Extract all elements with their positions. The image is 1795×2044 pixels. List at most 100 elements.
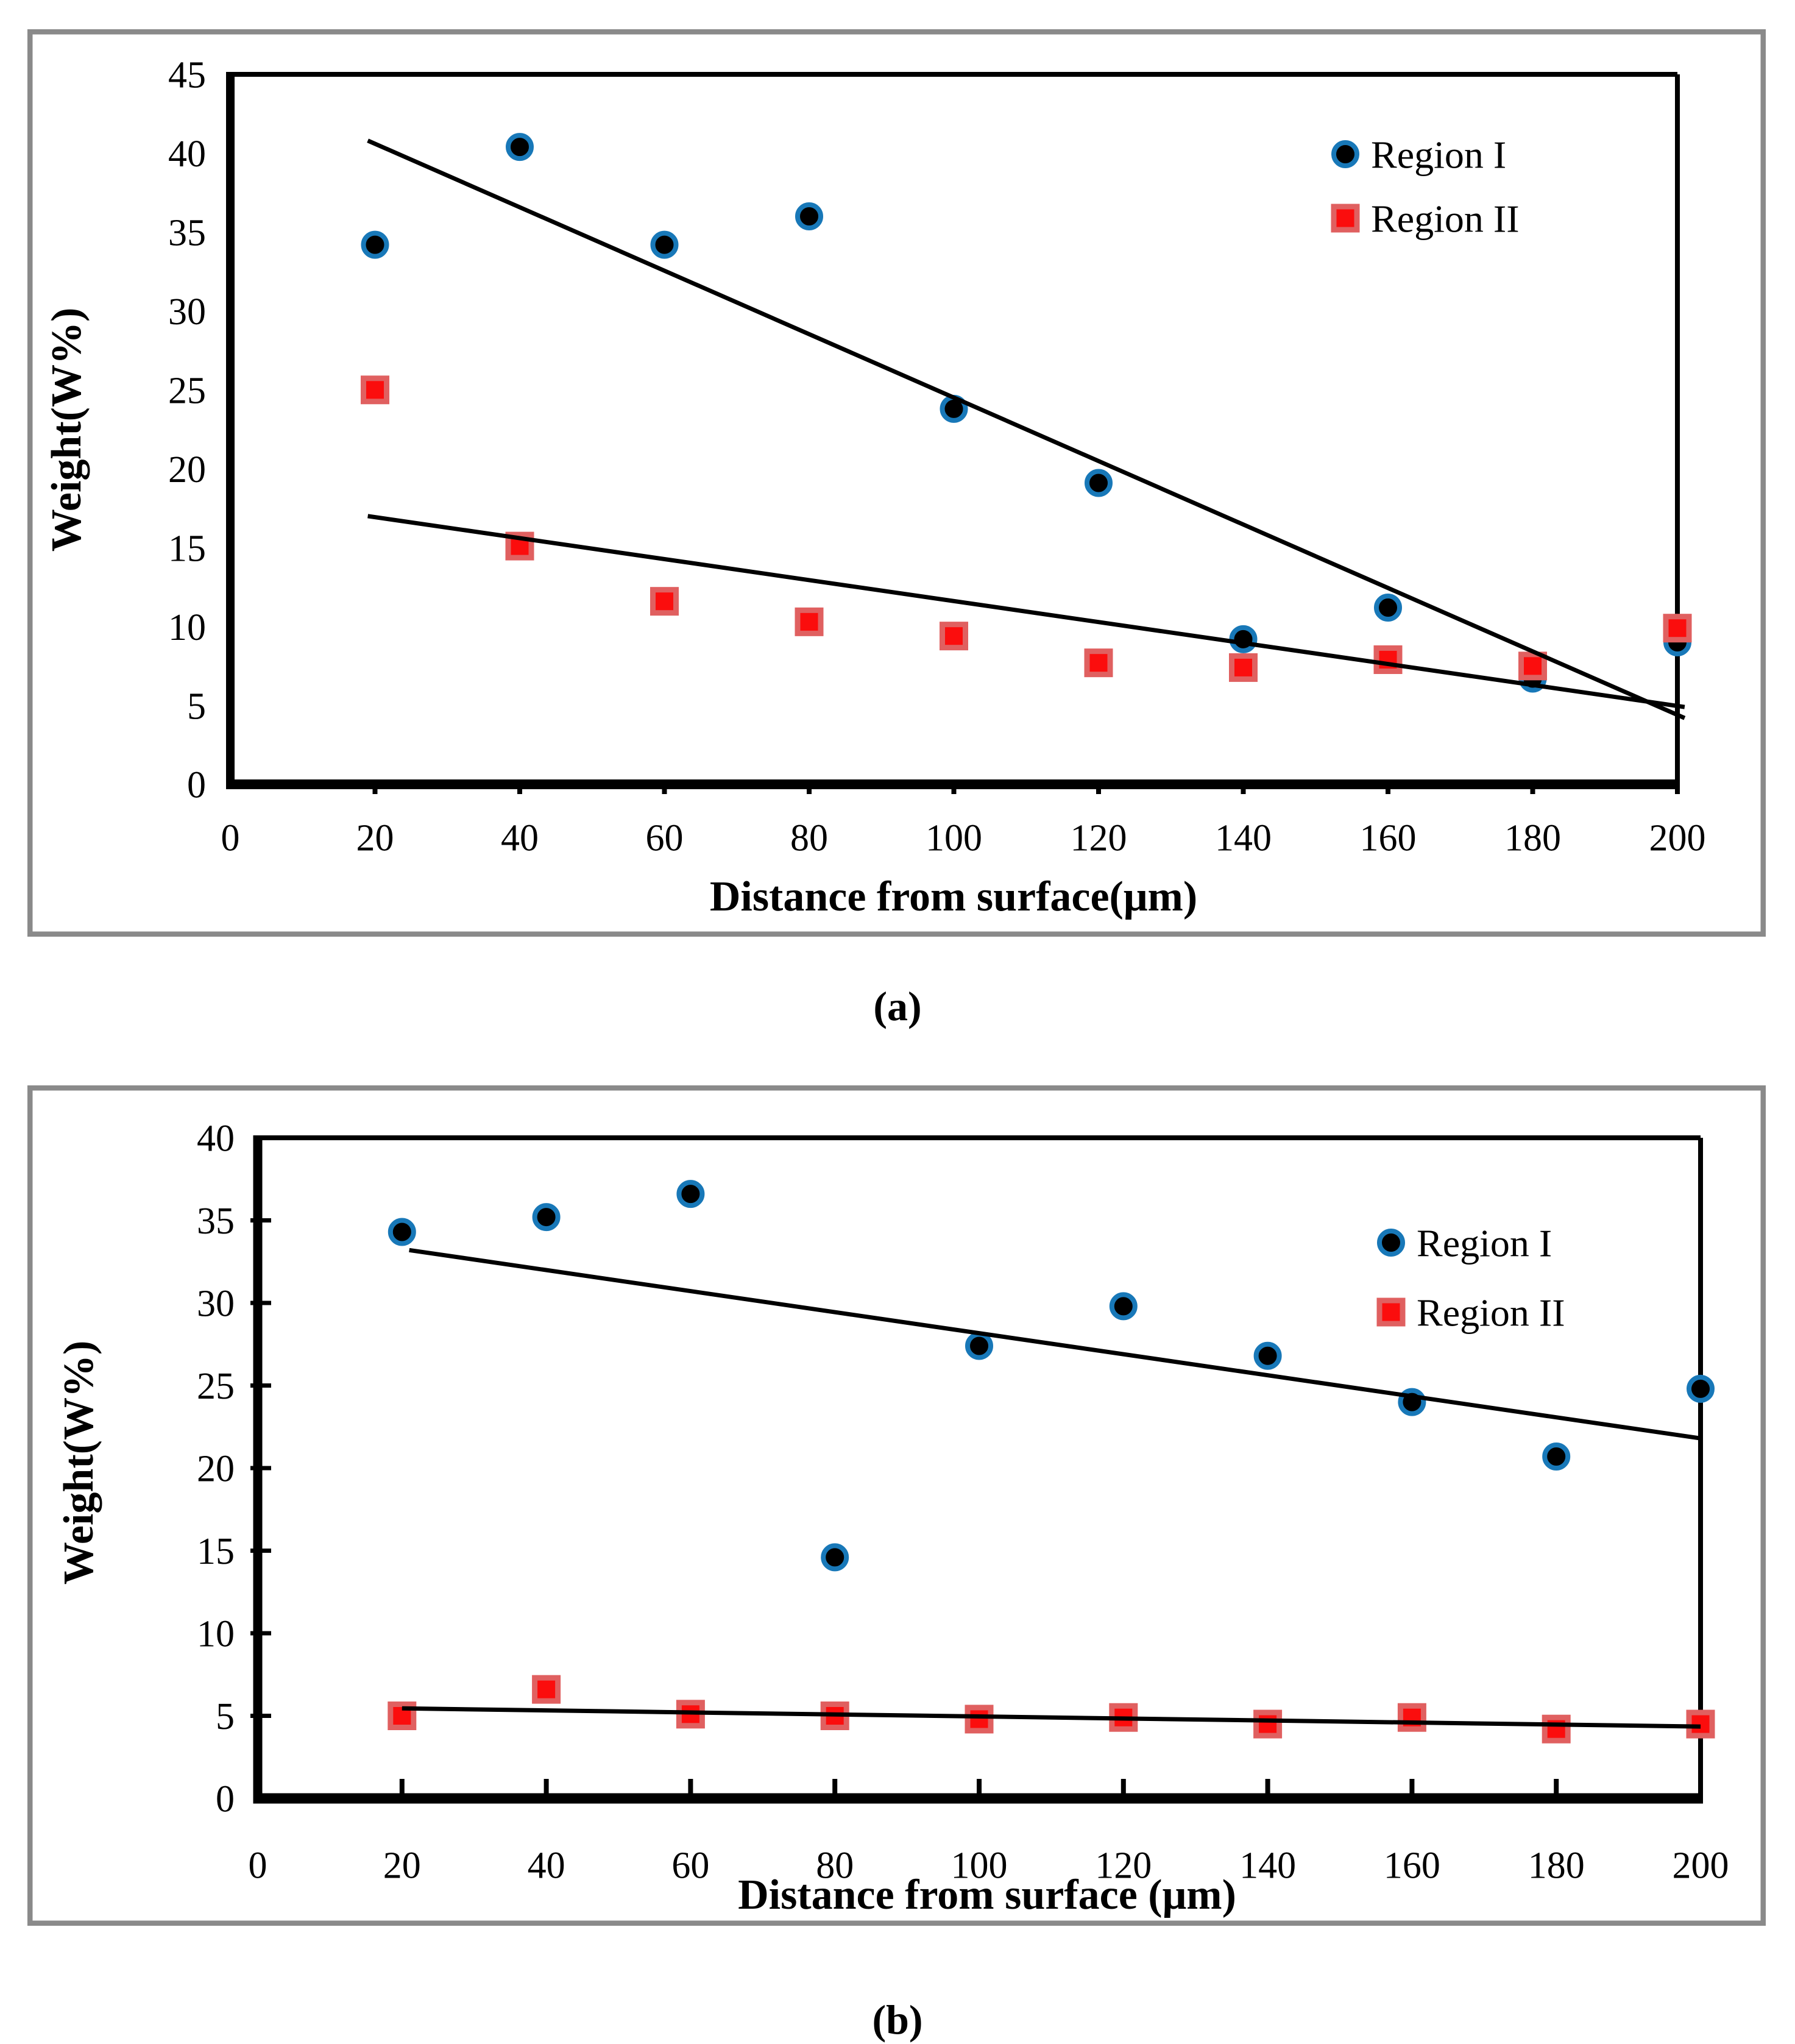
- legend-region1-marker-icon: [1331, 140, 1359, 168]
- y-tick-label-b: 10: [197, 1614, 235, 1655]
- legend-region1-marker-icon: [1377, 1229, 1405, 1257]
- x-tick-label-b: 160: [1384, 1845, 1440, 1887]
- y-tick-label-a: 0: [187, 765, 206, 806]
- data-point-circle: [1374, 594, 1402, 622]
- data-point-circle: [1542, 1443, 1571, 1471]
- data-point-circle: [676, 1180, 705, 1208]
- x-tick-label-b: 40: [528, 1845, 565, 1887]
- y-tick-label-b: 5: [216, 1696, 235, 1737]
- y-tick-label-a: 40: [168, 133, 206, 175]
- trend-line-region1-b: [409, 1247, 1701, 1441]
- y-tick-label-a: 25: [168, 370, 206, 411]
- y-tick-label-b: 40: [197, 1118, 235, 1160]
- data-point-circle: [965, 1332, 993, 1360]
- legend-region2-marker-icon: [1376, 1297, 1406, 1327]
- chart-a: 0 20 40 60 80 100 120 140 160 180 200 0 5 10 15 20 25 30 3…: [27, 29, 1766, 937]
- data-point-square: [1229, 653, 1258, 682]
- panel-border-b: [27, 1085, 1766, 1926]
- panel-border-a: [27, 29, 1766, 937]
- data-point-circle: [650, 230, 679, 259]
- trend-line-region1-a: [367, 138, 1686, 720]
- data-point-square: [1373, 645, 1403, 674]
- data-point-square: [650, 587, 679, 616]
- data-point-circle: [1687, 1374, 1715, 1403]
- data-point-square: [1397, 1703, 1426, 1732]
- data-point-circle: [795, 202, 823, 230]
- x-tick-label-a: 140: [1215, 818, 1272, 859]
- x-tick-label-b: 140: [1239, 1845, 1296, 1887]
- data-point-square: [532, 1675, 561, 1704]
- data-point-circle: [1253, 1341, 1282, 1370]
- x-tick-label-b: 100: [951, 1845, 1008, 1887]
- x-tick-label-a: 100: [926, 818, 982, 859]
- data-point-square: [1542, 1714, 1571, 1744]
- data-point-square: [361, 375, 389, 405]
- x-tick-label-a: 40: [501, 818, 539, 859]
- trend-line-region2-b: [402, 1706, 1701, 1729]
- y-tick-label-a: 20: [168, 449, 206, 491]
- x-tick-label-a: 0: [221, 818, 240, 859]
- series-region1-b: [388, 1180, 1715, 1572]
- y-tick-label-b: 25: [197, 1366, 235, 1407]
- legend-region2-label: Region II: [1417, 1291, 1565, 1334]
- y-tick-label-a: 15: [168, 528, 206, 569]
- y-tick-label-a: 5: [187, 686, 206, 727]
- x-tick-label-b: 0: [249, 1845, 267, 1887]
- x-tick-label-a: 80: [790, 818, 828, 859]
- data-point-circle: [506, 133, 534, 161]
- y-tick-label-b: 0: [216, 1779, 235, 1820]
- y-tick-label-a: 10: [168, 607, 206, 648]
- caption-b: (b): [872, 1996, 923, 2043]
- data-point-square: [1518, 651, 1547, 681]
- data-point-circle: [388, 1218, 416, 1246]
- legend-region1-label: Region I: [1417, 1221, 1552, 1265]
- x-axis-label-b: Distance from surface (μm): [738, 1872, 1236, 1918]
- legend-a: Region I Region II: [1331, 133, 1520, 240]
- data-point-square: [940, 622, 968, 651]
- legend-b: Region I Region II: [1376, 1221, 1565, 1334]
- y-tick-label-a: 30: [168, 291, 206, 333]
- data-point-circle: [1229, 625, 1258, 653]
- y-tick-label-a: 45: [168, 55, 206, 96]
- y-tick-label-b: 35: [197, 1201, 235, 1242]
- x-tick-label-b: 120: [1095, 1845, 1152, 1887]
- x-tick-label-a: 160: [1360, 818, 1417, 859]
- trend-line-region2-a: [367, 514, 1685, 709]
- x-tick-label-b: 180: [1528, 1845, 1585, 1887]
- data-point-square: [1084, 648, 1113, 678]
- panel-b: 0 20 40 60 80 100 120 140 160 180 200 0 5 10 15 20 25 30 3…: [27, 1085, 1766, 1926]
- y-axis-label-b: Weight(W%): [55, 1341, 102, 1585]
- y-tick-label-b: 30: [197, 1283, 235, 1325]
- x-axis-label-a: Distance from surface(μm): [710, 873, 1197, 920]
- x-tick-label-b: 200: [1673, 1845, 1729, 1887]
- y-tick-label-b: 15: [197, 1531, 235, 1572]
- legend-region1-label: Region I: [1371, 133, 1506, 176]
- panel-a: 0 20 40 60 80 100 120 140 160 180 200 0 5 10 15 20 25 30 3…: [27, 29, 1766, 937]
- data-point-circle: [1109, 1292, 1138, 1321]
- series-region2-a: [361, 375, 1692, 682]
- chart-b: 0 20 40 60 80 100 120 140 160 180 200 0 5 10 15 20 25 30 3…: [27, 1085, 1766, 1926]
- x-tick-label-b: 80: [816, 1845, 854, 1887]
- caption-a: (a): [873, 983, 922, 1029]
- x-tick-label-b: 60: [671, 1845, 709, 1887]
- data-point-square: [965, 1705, 994, 1734]
- data-point-circle: [361, 230, 389, 259]
- data-point-square: [1686, 1709, 1715, 1739]
- data-point-circle: [1085, 469, 1113, 497]
- x-tick-label-b: 20: [383, 1845, 421, 1887]
- data-point-square: [1663, 614, 1692, 643]
- x-tick-label-a: 180: [1504, 818, 1561, 859]
- y-axis-label-a: Weight(W%): [43, 308, 90, 552]
- legend-region2-marker-icon: [1331, 204, 1360, 233]
- data-point-circle: [532, 1203, 561, 1232]
- data-point-square: [1253, 1709, 1283, 1739]
- y-tick-label-a: 35: [168, 213, 206, 254]
- x-tick-label-a: 60: [646, 818, 684, 859]
- x-tick-label-a: 200: [1649, 818, 1706, 859]
- x-tick-label-a: 20: [356, 818, 394, 859]
- y-tick-label-b: 20: [197, 1449, 235, 1490]
- data-point-circle: [821, 1543, 849, 1572]
- x-tick-label-a: 120: [1071, 818, 1127, 859]
- data-point-square: [795, 607, 824, 636]
- legend-region2-label: Region II: [1371, 197, 1520, 240]
